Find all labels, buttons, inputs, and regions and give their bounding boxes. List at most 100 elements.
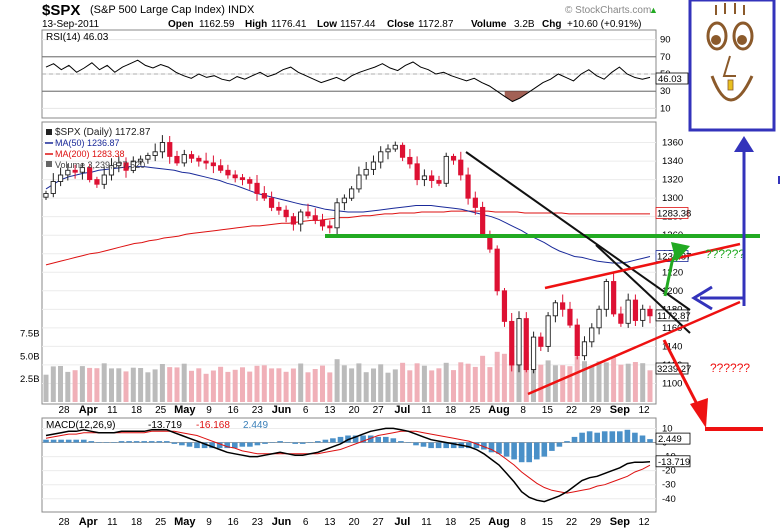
volume-bar (116, 368, 122, 402)
volume-bar (494, 351, 500, 402)
x-axis-bottom-label: 12 (638, 517, 650, 528)
volume-bar (392, 369, 398, 402)
candle-body (290, 216, 297, 225)
volume-bar (371, 368, 376, 402)
red-arrowhead-icon (690, 398, 708, 428)
x-axis-top-label: 8 (520, 405, 526, 416)
volume-bar (109, 368, 114, 402)
volume-bar (225, 371, 231, 402)
price-tick-label: 1100 (662, 378, 682, 389)
macd-tick-label: 10 (662, 423, 673, 434)
macd-histogram-bar (201, 442, 208, 449)
rsi-panel: 9070503010 RSI(14) 46.03 46.03 (41, 29, 689, 119)
x-axis-bottom-label: 23 (252, 517, 264, 528)
green-question-marks: ?????? (705, 247, 745, 261)
rsi-last-tag (655, 72, 689, 85)
x-axis-top-label: 11 (107, 405, 118, 416)
candle-body (116, 162, 122, 167)
volume-tick-label: 2.5B (20, 374, 40, 385)
candle-body (399, 144, 406, 158)
candle-body (625, 299, 631, 324)
price-panel-frame (41, 121, 657, 405)
volume-bar (87, 367, 93, 402)
volume-bar (247, 371, 253, 402)
candle-body (603, 281, 609, 310)
candle-body (472, 197, 478, 208)
candle-body (167, 142, 173, 157)
x-axis-top-label: Jun (272, 404, 292, 416)
x-axis-top-label: Sep (610, 404, 630, 416)
volume-bar (407, 370, 413, 402)
rsi-legend: RSI(14) 46.03 (46, 32, 109, 43)
candle-body (225, 169, 231, 176)
volume-bar (618, 364, 624, 402)
volume-bar (472, 366, 478, 402)
face-annotation (688, 0, 780, 311)
volume-bar (50, 366, 56, 402)
price-tick-label: 1320 (662, 175, 683, 186)
candle-body (647, 308, 653, 317)
volume-legend-label: Volume 3,239,627,520 (55, 160, 145, 170)
red-question-marks: ?????? (710, 361, 750, 375)
volume-bar (341, 365, 347, 402)
volume-bar (203, 373, 209, 402)
volume-bar (269, 368, 275, 402)
macd-histogram-bar (171, 442, 178, 444)
volume-bar (320, 365, 325, 402)
x-axis-bottom-label: 16 (228, 517, 240, 528)
volume-bar (283, 371, 289, 402)
macd-histogram-bar (141, 441, 147, 443)
macd-histogram-bar (481, 442, 487, 450)
volume-bar (356, 363, 362, 402)
macd-histogram-bar (232, 442, 238, 449)
x-axis-top-label: 16 (228, 405, 240, 416)
macd-histogram-bar (307, 442, 314, 443)
volume-bar (210, 370, 216, 402)
x-axis-top-label: 18 (131, 405, 143, 416)
volume-legend-swatch (46, 161, 52, 167)
macd-histogram-bar (375, 436, 381, 443)
volume-last-value: 3239.27 (657, 364, 691, 375)
volume-bar (625, 363, 631, 402)
x-axis-bottom-label: 15 (542, 517, 554, 528)
x-axis-top-label: 25 (155, 405, 167, 416)
macd-legend-signal: -16.168 (196, 420, 230, 431)
candle-body (509, 320, 515, 366)
macd-histogram-bar (224, 442, 230, 449)
macd-tick-label: -40 (662, 494, 676, 505)
macd-panel: 100-10-20-30-40 MACD(12,26,9) -13.719 -1… (41, 417, 691, 513)
macd-histogram-bar (111, 442, 117, 443)
price-tag-label: 1172.87 (657, 311, 691, 322)
macd-tag-box (655, 432, 691, 445)
macd-legend-macd: -13.719 (148, 420, 182, 431)
candle-body (356, 174, 362, 190)
macd-histogram-bar (262, 442, 268, 444)
macd-histogram-bar (43, 439, 49, 443)
volume-bar (94, 368, 100, 402)
candle-body (181, 154, 187, 164)
x-axis-top-label: 18 (445, 405, 457, 416)
volume-bar (305, 372, 311, 402)
macd-tick-label: -30 (662, 480, 676, 491)
candle-body (480, 206, 486, 236)
x-axis-bottom-label: 18 (445, 517, 457, 528)
volume-bar (465, 363, 471, 402)
x-axis-bottom-label: 25 (155, 517, 167, 528)
x-axis-bottom-label: Jun (272, 516, 292, 528)
candle-body (494, 248, 500, 292)
macd-histogram-bar (579, 432, 585, 443)
candle-body (319, 219, 326, 227)
macd-histogram-bar (194, 442, 200, 449)
chg-value: +10.60 (+0.91%) (567, 19, 642, 30)
volume-bar (611, 357, 617, 402)
volume-bar (312, 369, 318, 402)
macd-histogram-bar (88, 441, 95, 443)
macd-histogram-bar (367, 435, 374, 443)
x-axis-bottom-label: 28 (58, 517, 70, 528)
macd-legend-name: MACD(12,26,9) (46, 420, 115, 431)
candle-body (370, 161, 377, 170)
channel-line-bottom (527, 300, 741, 396)
volume-bar (516, 349, 522, 402)
rsi-line (45, 59, 651, 103)
